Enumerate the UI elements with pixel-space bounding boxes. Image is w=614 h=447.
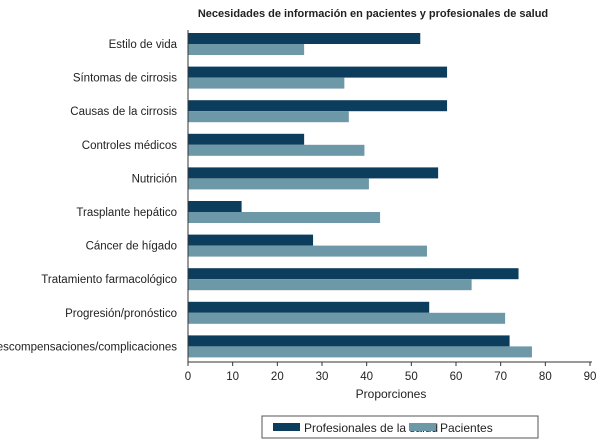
category-label-4: Nutrición: [132, 173, 177, 185]
x-tick-label-5: 50: [405, 371, 418, 383]
category-label-1: Síntomas de cirrosis: [73, 73, 177, 85]
bar-profesionales-4: [188, 167, 439, 179]
x-axis: 0 10 20 30 40 50 60 70 80 90: [185, 30, 597, 383]
bar-pacientes-2: [188, 111, 349, 123]
legend-box: [261, 415, 539, 439]
category-label-8: Progresión/pronóstico: [65, 308, 177, 320]
bar-pacientes-9: [188, 346, 532, 358]
category-labels: Estilo de vida Síntomas de cirrosis Causas…: [0, 39, 178, 353]
bar-profesionales-8: [188, 301, 430, 313]
x-tick-label-6: 60: [450, 371, 463, 383]
category-label-3: Controles médicos: [82, 140, 177, 152]
x-tick-label-7: 70: [494, 371, 507, 383]
legend-swatch-1: [409, 423, 436, 431]
bar-profesionales-6: [188, 234, 314, 246]
x-tick-label-0: 0: [185, 371, 191, 383]
category-label-7: Tratamiento farmacológico: [41, 274, 177, 286]
bar-profesionales-1: [188, 66, 448, 78]
bar-pacientes-7: [188, 279, 472, 291]
category-label-9: Descompensaciones/complicaciones: [0, 341, 177, 353]
x-tick-label-3: 30: [316, 371, 329, 383]
bar-pacientes-8: [188, 312, 506, 324]
bars-layer: [188, 33, 532, 358]
bar-profesionales-2: [188, 100, 448, 112]
bar-pacientes-6: [188, 245, 427, 257]
x-tick-label-9: 90: [584, 371, 597, 383]
x-tick-label-2: 20: [271, 371, 284, 383]
category-label-2: Causas de la cirrosis: [70, 106, 177, 118]
legend-swatch-0: [273, 423, 300, 431]
bar-profesionales-5: [188, 201, 242, 212]
x-tick-label-4: 40: [360, 371, 373, 383]
category-label-0: Estilo de vida: [109, 39, 178, 51]
legend-label-0: Profesionales de la salud: [304, 421, 438, 435]
category-label-6: Cáncer de hígado: [86, 241, 177, 253]
bar-profesionales-9: [188, 335, 510, 347]
legend-label-1: Pacientes: [440, 421, 493, 435]
bar-profesionales-0: [188, 33, 421, 44]
bar-pacientes-0: [188, 44, 305, 55]
chart-title: Necesidades de información en pacientes …: [198, 8, 548, 20]
bar-pacientes-5: [188, 212, 381, 223]
bar-pacientes-4: [188, 178, 369, 190]
x-tick-label-1: 10: [226, 371, 239, 383]
bar-profesionales-3: [188, 133, 305, 145]
bar-profesionales-7: [188, 268, 519, 280]
x-axis-label: Proporciones: [356, 387, 427, 401]
legend: Profesionales de la salud Pacientes: [261, 415, 539, 439]
x-tick-label-8: 80: [539, 371, 552, 383]
category-label-5: Trasplante hepático: [76, 207, 177, 219]
bar-pacientes-1: [188, 77, 345, 89]
bar-pacientes-3: [188, 144, 365, 156]
